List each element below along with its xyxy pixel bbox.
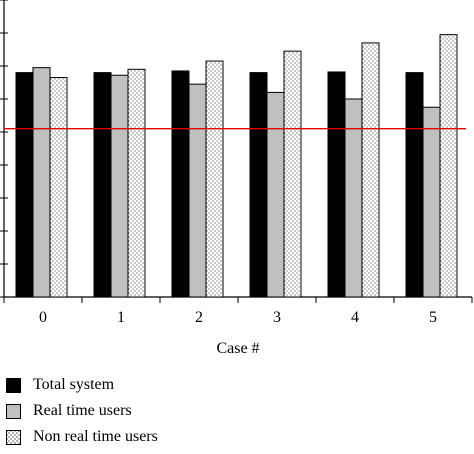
bar-total-system-case-2	[171, 70, 190, 298]
x-tick-label: 5	[429, 309, 437, 326]
legend-swatch-real-time-users	[6, 403, 21, 419]
x-tick-label: 4	[351, 309, 359, 326]
bar-real-time-users-case-0	[32, 67, 51, 298]
legend-label: Real time users	[33, 402, 132, 419]
x-tick-label: 0	[39, 309, 47, 326]
legend: Total system Real time users Non real ti…	[6, 372, 158, 450]
legend-label: Non real time users	[33, 428, 158, 445]
bar-non-real-time-users-case-5	[439, 34, 458, 298]
legend-item-total-system: Total system	[6, 372, 158, 398]
x-axis-title: Case #	[216, 340, 259, 357]
x-tick-label: 1	[117, 309, 125, 326]
bar-total-system-case-4	[327, 71, 346, 298]
bar-non-real-time-users-case-0	[49, 77, 68, 298]
x-tick-label: 3	[273, 309, 281, 326]
bar-real-time-users-case-1	[110, 74, 129, 298]
bar-total-system-case-1	[93, 72, 112, 298]
legend-item-non-real-time-users: Non real time users	[6, 424, 158, 450]
legend-swatch-total-system	[6, 377, 21, 393]
bar-real-time-users-case-2	[188, 83, 207, 298]
legend-swatch-non-real-time-users	[6, 429, 21, 445]
bar-chart: 0 1 2 3 4 5 Case #	[0, 0, 473, 357]
x-tick-label: 2	[195, 309, 203, 326]
bar-non-real-time-users-case-3	[283, 50, 302, 298]
bar-total-system-case-0	[15, 72, 34, 298]
bar-real-time-users-case-5	[422, 106, 441, 298]
bar-non-real-time-users-case-2	[205, 60, 224, 298]
x-tick-labels: 0 1 2 3 4 5	[39, 309, 437, 326]
bar-total-system-case-3	[249, 72, 268, 298]
bars	[15, 34, 458, 298]
legend-item-real-time-users: Real time users	[6, 398, 158, 424]
legend-label: Total system	[33, 376, 115, 393]
bar-non-real-time-users-case-1	[127, 68, 146, 298]
bar-real-time-users-case-3	[266, 91, 285, 298]
bar-non-real-time-users-case-4	[361, 42, 380, 298]
axes	[0, 0, 473, 303]
bar-total-system-case-5	[405, 72, 424, 298]
